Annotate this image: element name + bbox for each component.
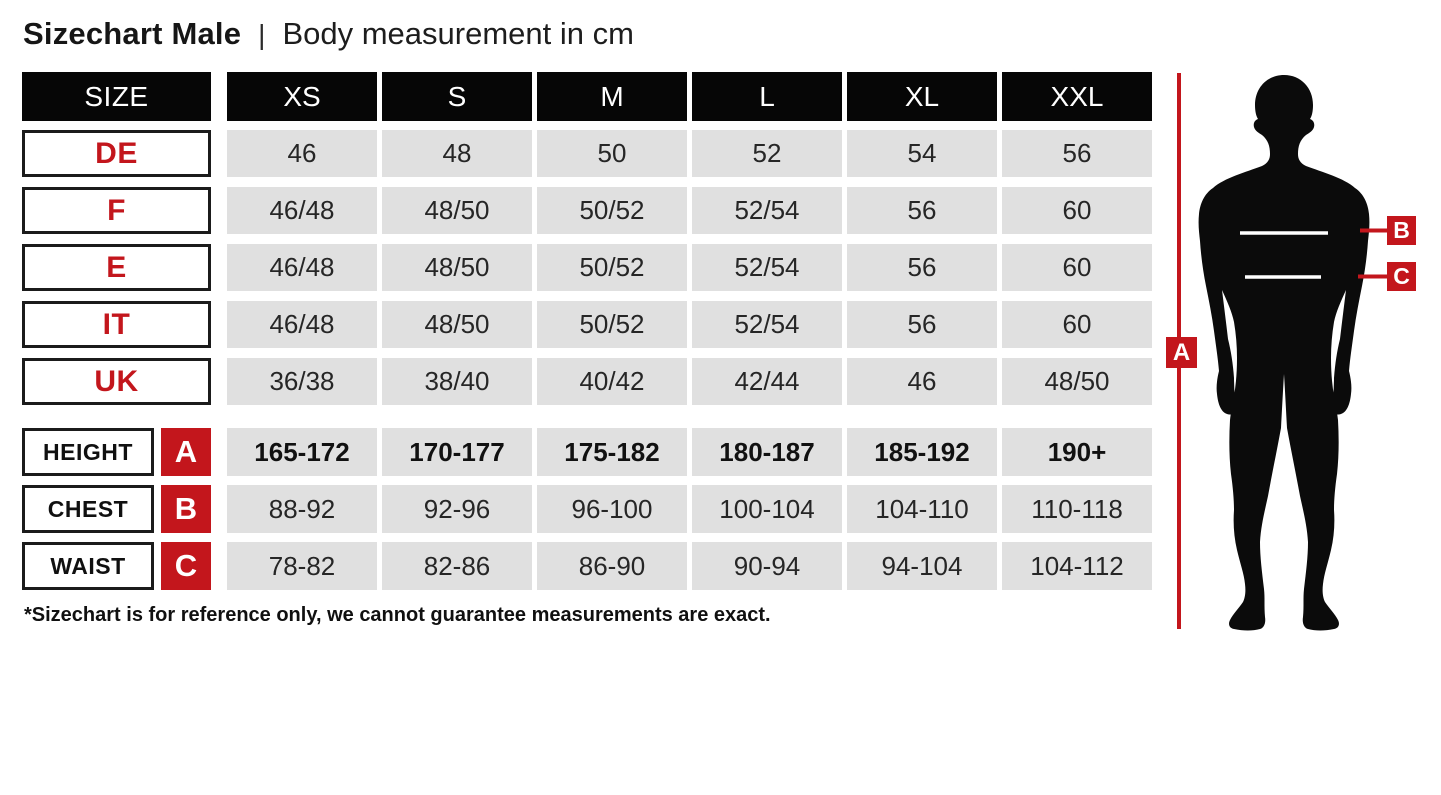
table-row-f: F 46/48 48/50 50/52 52/54 56 60 bbox=[22, 187, 1152, 234]
table-cell: 46/48 bbox=[227, 301, 377, 348]
column-header-m: M bbox=[537, 72, 687, 121]
table-cell: 92-96 bbox=[382, 485, 532, 533]
row-label-it: IT bbox=[22, 301, 211, 348]
title-subtitle: Body measurement in cm bbox=[282, 16, 634, 51]
table-cell: 52 bbox=[692, 130, 842, 177]
table-row-e: E 46/48 48/50 50/52 52/54 56 60 bbox=[22, 244, 1152, 291]
table-cell: 104-110 bbox=[847, 485, 997, 533]
table-cell: 94-104 bbox=[847, 542, 997, 590]
table-row-uk: UK 36/38 38/40 40/42 42/44 46 48/50 bbox=[22, 358, 1152, 405]
table-cell: 48/50 bbox=[382, 244, 532, 291]
table-cell: 96-100 bbox=[537, 485, 687, 533]
table-header-row: SIZE XS S M L XL XXL bbox=[22, 72, 1152, 121]
table-cell: 100-104 bbox=[692, 485, 842, 533]
table-cell: 40/42 bbox=[537, 358, 687, 405]
column-header-xs: XS bbox=[227, 72, 377, 121]
title-main: Sizechart Male bbox=[23, 16, 242, 51]
table-cell: 104-112 bbox=[1002, 542, 1152, 590]
row-label-uk: UK bbox=[22, 358, 211, 405]
table-cell: 50/52 bbox=[537, 301, 687, 348]
table-row-height: HEIGHT A 165-172 170-177 175-182 180-187… bbox=[22, 428, 1152, 476]
table-cell: 56 bbox=[847, 301, 997, 348]
row-label-chest: CHEST bbox=[22, 485, 154, 533]
table-cell: 48/50 bbox=[1002, 358, 1152, 405]
marker-c-badge: C bbox=[161, 542, 211, 590]
table-cell: 185-192 bbox=[847, 428, 997, 476]
table-cell: 46/48 bbox=[227, 187, 377, 234]
footnote: *Sizechart is for reference only, we can… bbox=[24, 604, 771, 626]
title-separator: | bbox=[258, 19, 266, 50]
figure-marker-a bbox=[1166, 337, 1197, 368]
table-cell: 52/54 bbox=[692, 187, 842, 234]
table-row-waist: WAIST C 78-82 82-86 86-90 90-94 94-104 1… bbox=[22, 542, 1152, 590]
header-cells: XS S M L XL XXL bbox=[227, 72, 1152, 121]
table-cell: 60 bbox=[1002, 244, 1152, 291]
table-cell: 50/52 bbox=[537, 187, 687, 234]
table-cell: 78-82 bbox=[227, 542, 377, 590]
marker-b-badge: B bbox=[161, 485, 211, 533]
row-label-height: HEIGHT bbox=[22, 428, 154, 476]
table-cell: 52/54 bbox=[692, 244, 842, 291]
table-cell: 175-182 bbox=[537, 428, 687, 476]
body-measurement-figure: A B C bbox=[1150, 60, 1441, 645]
table-cell: 60 bbox=[1002, 187, 1152, 234]
table-cell: 110-118 bbox=[1002, 485, 1152, 533]
table-cell: 56 bbox=[847, 187, 997, 234]
male-silhouette bbox=[1198, 75, 1370, 631]
row-label-f: F bbox=[22, 187, 211, 234]
table-cell: 38/40 bbox=[382, 358, 532, 405]
marker-a-badge: A bbox=[161, 428, 211, 476]
row-label-e: E bbox=[22, 244, 211, 291]
table-cell: 36/38 bbox=[227, 358, 377, 405]
table-cell: 50 bbox=[537, 130, 687, 177]
figure-marker-c-label: C bbox=[1393, 263, 1410, 289]
table-cell: 88-92 bbox=[227, 485, 377, 533]
table-cell: 86-90 bbox=[537, 542, 687, 590]
body-figure-svg: A B C bbox=[1166, 73, 1416, 631]
figure-marker-c bbox=[1387, 262, 1416, 291]
table-cell: 82-86 bbox=[382, 542, 532, 590]
row-label-de: DE bbox=[22, 130, 211, 177]
column-header-l: L bbox=[692, 72, 842, 121]
table-cell: 90-94 bbox=[692, 542, 842, 590]
column-header-xl: XL bbox=[847, 72, 997, 121]
table-cell: 46 bbox=[227, 130, 377, 177]
table-cell: 48 bbox=[382, 130, 532, 177]
page-title: Sizechart Male | Body measurement in cm bbox=[23, 16, 634, 52]
figure-marker-b-label: B bbox=[1393, 217, 1410, 243]
table-cell: 50/52 bbox=[537, 244, 687, 291]
table-cell: 52/54 bbox=[692, 301, 842, 348]
table-cell: 48/50 bbox=[382, 187, 532, 234]
table-cell: 190+ bbox=[1002, 428, 1152, 476]
column-header-xxl: XXL bbox=[1002, 72, 1152, 121]
table-cell: 48/50 bbox=[382, 301, 532, 348]
table-cell: 54 bbox=[847, 130, 997, 177]
table-row-chest: CHEST B 88-92 92-96 96-100 100-104 104-1… bbox=[22, 485, 1152, 533]
column-header-s: S bbox=[382, 72, 532, 121]
size-table: SIZE XS S M L XL XXL DE 46 48 50 52 54 5… bbox=[22, 72, 1152, 599]
table-cell: 56 bbox=[847, 244, 997, 291]
table-cell: 165-172 bbox=[227, 428, 377, 476]
row-label-waist: WAIST bbox=[22, 542, 154, 590]
table-row-it: IT 46/48 48/50 50/52 52/54 56 60 bbox=[22, 301, 1152, 348]
table-cell: 60 bbox=[1002, 301, 1152, 348]
table-cell: 46 bbox=[847, 358, 997, 405]
table-cell: 56 bbox=[1002, 130, 1152, 177]
table-cell: 170-177 bbox=[382, 428, 532, 476]
table-cell: 46/48 bbox=[227, 244, 377, 291]
size-column-header: SIZE bbox=[22, 72, 211, 121]
figure-marker-a-label: A bbox=[1173, 339, 1190, 366]
figure-marker-b bbox=[1387, 216, 1416, 245]
table-cell: 180-187 bbox=[692, 428, 842, 476]
table-cell: 42/44 bbox=[692, 358, 842, 405]
table-row-de: DE 46 48 50 52 54 56 bbox=[22, 130, 1152, 177]
